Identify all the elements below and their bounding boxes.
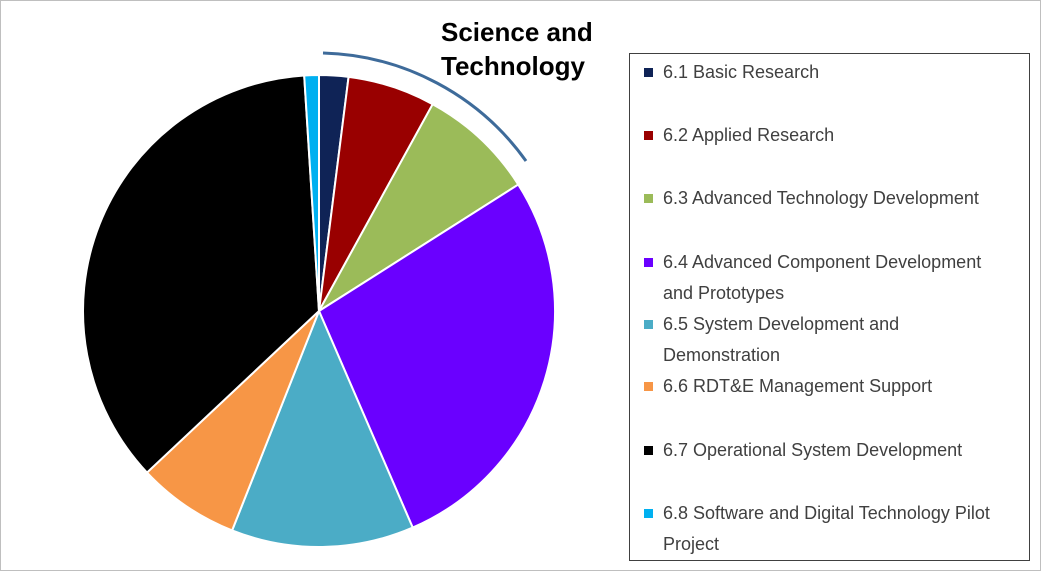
legend-item: 6.5 System Development and Demonstration	[644, 309, 1024, 371]
legend-item: 6.2 Applied Research	[644, 120, 1024, 151]
pie-slice	[318, 102, 520, 312]
legend-label: 6.5 System Development and Demonstration	[663, 314, 900, 365]
legend-swatch	[644, 382, 653, 391]
legend-label: 6.7 Operational System Development	[663, 440, 963, 460]
legend-label: 6.6 RDT&E Management Support	[663, 376, 933, 396]
legend-swatch	[644, 194, 653, 203]
legend-label: 6.2 Applied Research	[663, 125, 835, 145]
legend-label: 6.1 Basic Research	[663, 62, 820, 82]
legend-item: 6.1 Basic Research	[644, 57, 1024, 88]
legend-item: 6.8 Software and Digital Technology Pilo…	[644, 498, 1024, 560]
legend-item: 6.7 Operational System Development	[644, 435, 1024, 466]
pie-slice	[303, 73, 320, 312]
legend-swatch	[644, 258, 653, 267]
legend-swatch	[644, 509, 653, 518]
pie-slice	[230, 308, 415, 548]
chart-title: Science and Technology	[441, 17, 593, 81]
legend-item: 6.4 Advanced Component Development and P…	[644, 247, 1024, 309]
pie-slice	[145, 310, 320, 532]
group-bracket	[322, 51, 528, 162]
legend-swatch	[644, 131, 653, 140]
legend-item: 6.6 RDT&E Management Support	[644, 371, 1024, 402]
legend-swatch	[644, 68, 653, 77]
legend-label: 6.3 Advanced Technology Development	[663, 188, 979, 208]
legend-label: 6.8 Software and Digital Technology Pilo…	[663, 503, 990, 554]
legend-swatch	[644, 320, 653, 329]
legend: 6.1 Basic Research 6.2 Applied Research 6.…	[629, 53, 1030, 561]
pie-slice	[317, 183, 556, 529]
pie-slice	[82, 74, 321, 474]
legend-swatch	[644, 446, 653, 455]
legend-item: 6.3 Advanced Technology Development	[644, 183, 1024, 214]
legend-label: 6.4 Advanced Component Development and P…	[663, 252, 982, 303]
